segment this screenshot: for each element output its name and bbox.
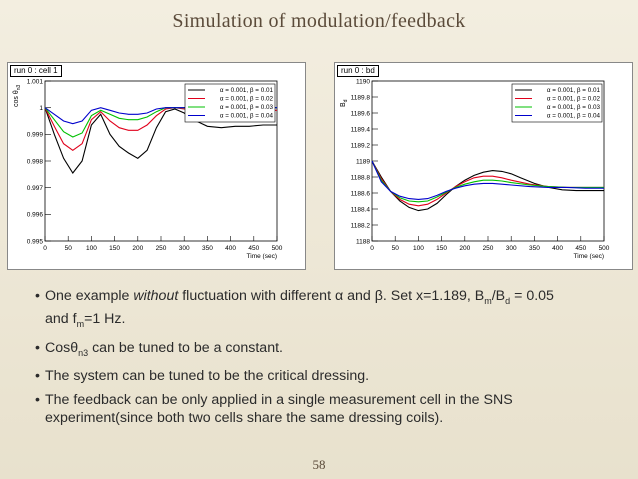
x-tick-label: 350 <box>202 245 213 252</box>
y-tick-label: 1 <box>39 105 43 112</box>
x-tick-label: 50 <box>392 245 400 252</box>
y-tick-label: 0.999 <box>27 132 44 139</box>
y-tick-label: 1188.4 <box>351 206 371 213</box>
bullet-text: fluctuation with different α and β. Set … <box>178 288 485 304</box>
x-tick-label: 450 <box>575 245 586 252</box>
legend-label: α = 0.001, β = 0.04 <box>220 113 274 120</box>
series-line <box>371 160 604 203</box>
y-axis-label-sub: d <box>343 99 349 102</box>
bullet-text: can be tuned to be a constant. <box>88 339 283 356</box>
panel-label: run 0 : bd <box>337 65 379 77</box>
y-tick-label: 1189.4 <box>351 126 371 133</box>
y-tick-label: 0.997 <box>27 185 44 192</box>
chart-bd-svg: 0 50 100 150 200 250 300 350 400 450 500 1188 1188.2… <box>340 78 610 260</box>
bullet-text: =1 Hz. <box>84 310 126 327</box>
bullet-item: • The system can be tuned to be the crit… <box>35 367 605 385</box>
y-axis-label-sub: n3 <box>16 84 22 90</box>
bullet-text: The system can be tuned to be the critic… <box>45 368 370 385</box>
y-tick-label: 0.998 <box>27 158 44 165</box>
x-tick-label: 400 <box>552 245 563 252</box>
slide-title: Simulation of modulation/feedback <box>172 10 466 32</box>
legend-label: α = 0.001, β = 0.03 <box>220 104 274 111</box>
x-tick-label: 0 <box>43 245 47 252</box>
series-line <box>44 107 277 174</box>
y-tick-label: 0.995 <box>27 238 44 245</box>
bullet-dot: • <box>35 392 40 409</box>
bullet-text: /B <box>491 288 506 304</box>
chart-cos-svg: 0 50 100 150 200 250 300 350 400 450 500 0.995 0.996… <box>13 78 283 260</box>
y-tick-label: 1188.6 <box>351 190 371 197</box>
x-axis-label: Time (sec) <box>574 253 604 260</box>
legend-label: α = 0.001, β = 0.02 <box>220 96 274 103</box>
y-axis-label: Bd <box>340 99 349 107</box>
panel-label: run 0 : cell 1 <box>10 65 62 77</box>
x-tick-label: 300 <box>506 245 517 252</box>
legend-label: α = 0.001, β = 0.03 <box>547 104 601 111</box>
bullet-item: • Cosθn3 can be tuned to be a constant. <box>35 339 605 362</box>
bullet-emphasis: without <box>133 288 179 304</box>
series-line <box>371 160 604 200</box>
y-tick-label: 1189.6 <box>351 110 371 117</box>
x-tick-label: 250 <box>156 245 167 252</box>
bullet-dot: • <box>35 288 40 304</box>
x-tick-label: 250 <box>483 245 494 252</box>
x-tick-label: 150 <box>109 245 120 252</box>
y-tick-label: 1189 <box>356 158 370 165</box>
x-tick-label: 400 <box>225 245 236 252</box>
y-axis-label: cos θn3 <box>13 84 22 107</box>
y-tick-label: 1188 <box>356 238 370 245</box>
bullet-dot: • <box>35 368 40 385</box>
subscript: m <box>76 318 85 329</box>
series-line <box>371 160 604 212</box>
y-tick-label: 1190 <box>356 78 370 85</box>
y-tick-label: 1188.2 <box>351 222 371 229</box>
x-tick-label: 200 <box>132 245 143 252</box>
y-tick-label: 1.001 <box>27 78 44 85</box>
x-tick-label: 500 <box>272 245 283 252</box>
x-tick-label: 500 <box>599 245 610 252</box>
chart-panel-bd: run 0 : bd 0 50 100 150 200 250 300 350 400 450 50… <box>334 62 633 270</box>
subscript: m <box>484 295 492 306</box>
x-tick-label: 450 <box>248 245 259 252</box>
bullet-text: Cosθ <box>45 339 79 356</box>
subscript: d <box>505 295 511 306</box>
y-tick-label: 1189.8 <box>351 94 371 101</box>
subscript: n3 <box>78 347 89 358</box>
legend-label: α = 0.001, β = 0.01 <box>220 87 274 94</box>
x-tick-label: 0 <box>370 245 374 252</box>
x-axis-label: Time (sec) <box>247 253 277 260</box>
y-tick-label: 1189.2 <box>351 142 371 149</box>
chart-panel-cos: run 0 : cell 1 0 50 100 150 200 250 300 350 400 4… <box>7 62 306 270</box>
y-tick-label: 0.996 <box>27 212 44 219</box>
bullet-list: • One example without fluctuation with d… <box>35 287 605 433</box>
bullet-text: The feedback can be only applied in a si… <box>45 392 513 427</box>
bullet-item: • The feedback can be only applied in a … <box>35 391 605 427</box>
y-tick-label: 1188.8 <box>351 174 371 181</box>
x-tick-label: 150 <box>436 245 447 252</box>
page-number: 58 <box>312 457 326 472</box>
bullet-text: and f <box>45 310 77 327</box>
legend-label: α = 0.001, β = 0.01 <box>547 87 601 94</box>
x-tick-label: 100 <box>413 245 424 252</box>
legend-label: α = 0.001, β = 0.04 <box>547 113 601 120</box>
x-tick-label: 50 <box>65 245 73 252</box>
x-tick-label: 200 <box>459 245 470 252</box>
x-tick-label: 100 <box>86 245 97 252</box>
bullet-text: One example <box>45 288 134 304</box>
bullet-dot: • <box>35 339 40 356</box>
x-tick-label: 300 <box>179 245 190 252</box>
x-tick-label: 350 <box>529 245 540 252</box>
legend-label: α = 0.001, β = 0.02 <box>547 96 601 103</box>
bullet-text: = 0.05 <box>510 288 554 304</box>
bullet-item: • One example without fluctuation with d… <box>35 287 605 333</box>
